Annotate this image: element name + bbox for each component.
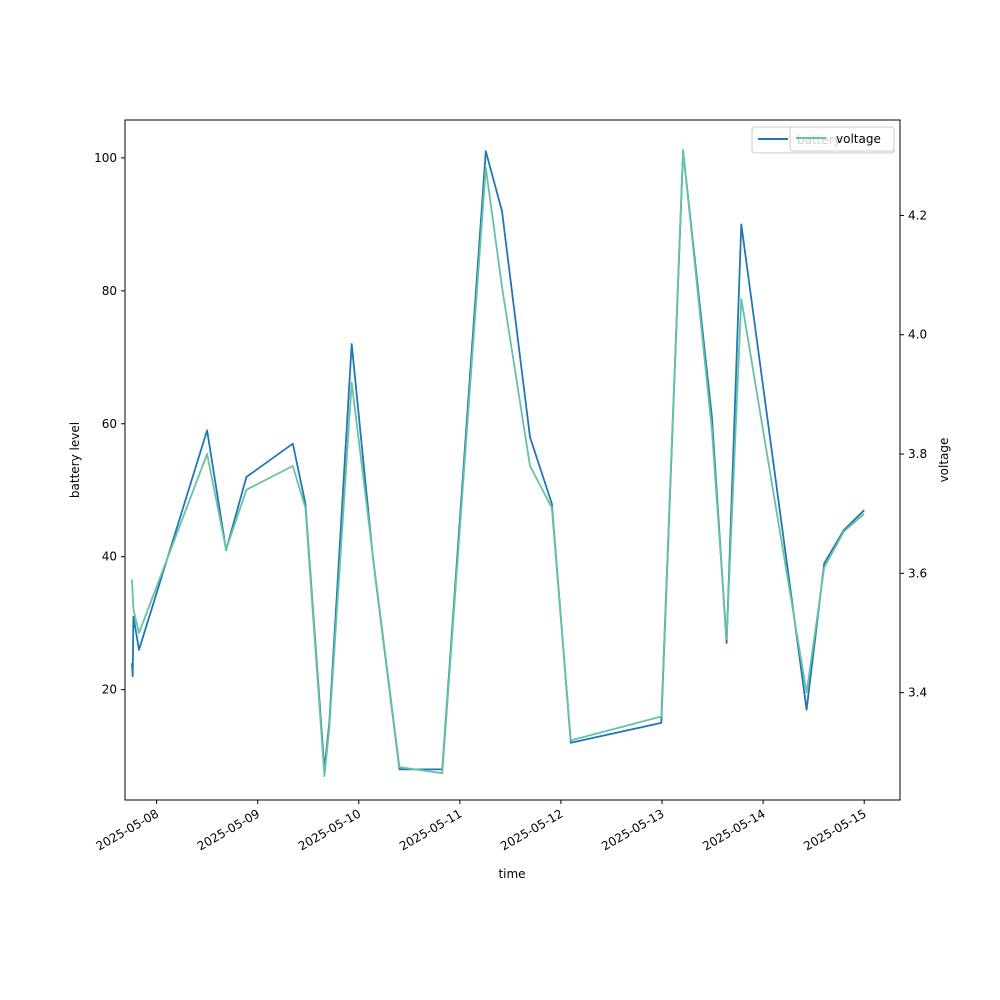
series-layer bbox=[131, 148, 865, 777]
series-line-voltage bbox=[131, 148, 865, 777]
y-axis-left-title: battery level bbox=[68, 422, 82, 498]
y-right-tick-label: 3.8 bbox=[908, 447, 927, 461]
legend-voltage-label: voltage bbox=[836, 132, 881, 146]
x-axis-title: time bbox=[498, 867, 525, 881]
y-axis-left: 20 40 60 80 100 bbox=[94, 151, 125, 697]
y-right-tick-label: 3.4 bbox=[908, 686, 927, 700]
y-right-tick-label: 3.6 bbox=[908, 566, 927, 580]
y-left-tick-label: 100 bbox=[94, 151, 117, 165]
y-right-tick-label: 4.0 bbox=[908, 328, 927, 342]
y-left-tick-label: 40 bbox=[102, 550, 117, 564]
y-left-tick-label: 60 bbox=[102, 417, 117, 431]
y-left-tick-label: 80 bbox=[102, 284, 117, 298]
y-left-tick-label: 20 bbox=[102, 683, 117, 697]
legend-voltage: voltage bbox=[789, 126, 895, 152]
plot-area-frame bbox=[124, 119, 901, 801]
y-axis-right: 3.4 3.6 3.8 4.0 4.2 bbox=[900, 208, 927, 700]
legend-voltage-box bbox=[789, 126, 895, 152]
y-right-tick-label: 4.2 bbox=[908, 208, 927, 222]
y-axis-right-title: voltage bbox=[937, 438, 951, 483]
